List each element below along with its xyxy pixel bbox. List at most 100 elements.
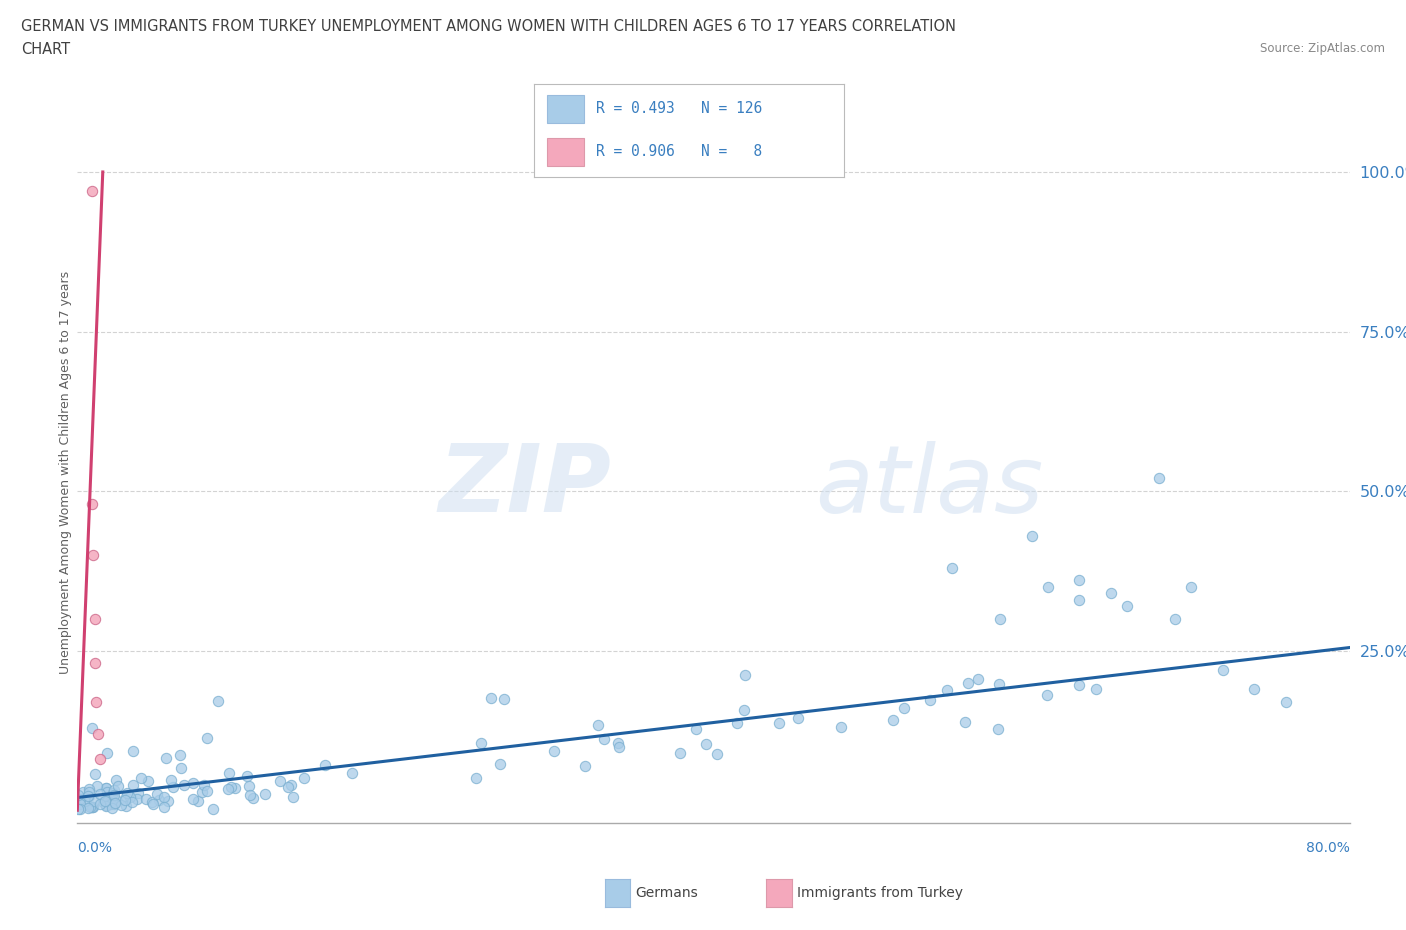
Point <box>103 786 125 801</box>
Point <box>69 797 91 812</box>
Text: ZIP: ZIP <box>439 440 612 532</box>
Point <box>120 790 142 804</box>
Point <box>882 713 904 728</box>
Point <box>893 700 915 715</box>
Point <box>1147 471 1170 485</box>
Point <box>103 796 125 811</box>
Point <box>83 793 105 808</box>
Point <box>142 796 165 811</box>
Point <box>77 801 100 816</box>
Point <box>787 711 810 725</box>
Point <box>72 785 94 800</box>
Point <box>127 791 149 806</box>
Point <box>733 703 755 718</box>
Point <box>706 747 728 762</box>
Point <box>135 791 157 806</box>
Point <box>89 787 111 802</box>
Point <box>314 758 336 773</box>
Point <box>292 771 315 786</box>
Point <box>181 791 204 806</box>
Point <box>1021 528 1043 543</box>
Text: R = 0.493   N = 126: R = 0.493 N = 126 <box>596 101 762 116</box>
Text: R = 0.906   N =   8: R = 0.906 N = 8 <box>596 144 762 159</box>
Point <box>1243 682 1265 697</box>
Point <box>190 785 212 800</box>
Point <box>110 797 132 812</box>
Point <box>465 771 488 786</box>
Point <box>1212 662 1234 677</box>
Point <box>253 786 276 801</box>
Point <box>80 184 103 199</box>
Point <box>987 722 1010 737</box>
Point <box>1036 688 1059 703</box>
Point <box>479 691 502 706</box>
Point <box>127 786 149 801</box>
Point <box>236 769 259 784</box>
Point <box>84 766 107 781</box>
Point <box>79 781 101 796</box>
Point <box>669 746 692 761</box>
Point <box>725 715 748 730</box>
Point <box>86 695 108 710</box>
Point <box>159 773 181 788</box>
Point <box>129 771 152 786</box>
Point <box>607 736 630 751</box>
Point <box>574 758 596 773</box>
Point <box>69 791 91 806</box>
Point <box>115 790 138 804</box>
Point <box>195 730 218 745</box>
Point <box>98 794 121 809</box>
Point <box>96 785 118 800</box>
Point <box>79 785 101 800</box>
Text: 0.0%: 0.0% <box>77 841 112 855</box>
Point <box>82 800 104 815</box>
Point <box>155 751 177 765</box>
Point <box>768 715 790 730</box>
Point <box>941 560 963 575</box>
Point <box>1099 586 1122 601</box>
Point <box>1069 678 1091 693</box>
Point <box>935 683 957 698</box>
Point <box>607 739 630 754</box>
Point <box>66 787 89 802</box>
Point <box>1084 682 1107 697</box>
Point <box>207 693 229 708</box>
Point <box>494 692 516 707</box>
Point <box>87 726 110 741</box>
Point <box>80 497 103 512</box>
Point <box>82 548 104 563</box>
Point <box>103 782 125 797</box>
Point <box>1069 592 1091 607</box>
Point <box>219 779 242 794</box>
Point <box>96 780 118 795</box>
Point <box>695 737 717 751</box>
Point <box>83 611 105 626</box>
Point <box>115 799 138 814</box>
Point <box>75 793 97 808</box>
Point <box>277 779 299 794</box>
Point <box>80 721 103 736</box>
Point <box>86 778 108 793</box>
Point <box>77 789 100 804</box>
Point <box>187 794 209 809</box>
Text: Source: ZipAtlas.com: Source: ZipAtlas.com <box>1260 42 1385 55</box>
Point <box>242 790 264 805</box>
Text: Immigrants from Turkey: Immigrants from Turkey <box>797 885 963 900</box>
Point <box>239 788 262 803</box>
Point <box>152 790 174 804</box>
Point <box>122 777 145 792</box>
Point <box>156 793 179 808</box>
Point <box>593 731 616 746</box>
Point <box>342 765 364 780</box>
Point <box>94 793 117 808</box>
Point <box>96 781 118 796</box>
Point <box>195 783 218 798</box>
Point <box>121 795 143 810</box>
Point <box>148 792 170 807</box>
Point <box>1036 579 1059 594</box>
Point <box>146 786 169 801</box>
Point <box>966 671 988 686</box>
Point <box>94 798 117 813</box>
Point <box>91 794 114 809</box>
Point <box>114 792 136 807</box>
